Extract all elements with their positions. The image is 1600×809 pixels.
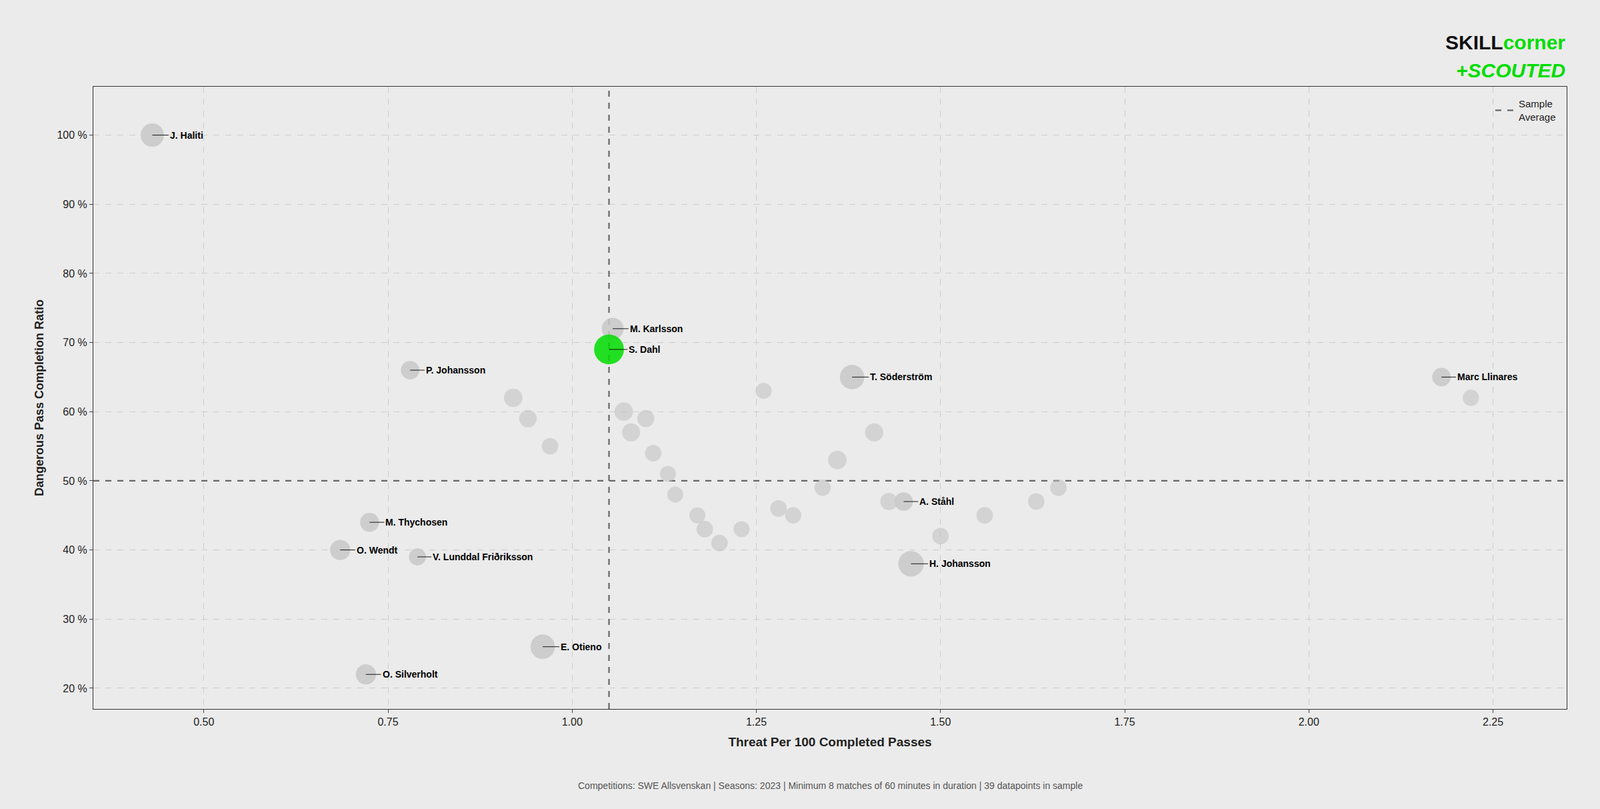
svg-text:20 %: 20 % (62, 682, 87, 694)
svg-text:50 %: 50 % (62, 475, 87, 487)
svg-text:Threat Per 100 Completed Passe: Threat Per 100 Completed Passes (728, 734, 932, 749)
svg-text:70 %: 70 % (62, 336, 87, 348)
svg-text:P. Johansson: P. Johansson (426, 364, 486, 376)
svg-text:E. Otieno: E. Otieno (560, 641, 602, 652)
svg-text:H. Johansson: H. Johansson (929, 558, 991, 569)
svg-text:Competitions: SWE Allsvenskan: Competitions: SWE Allsvenskan | Seasons:… (578, 780, 1083, 791)
svg-text:2.00: 2.00 (1298, 716, 1320, 728)
svg-text:A. Ståhl: A. Ståhl (919, 496, 954, 507)
svg-text:90 %: 90 % (62, 198, 87, 210)
svg-text:30 %: 30 % (62, 613, 87, 625)
svg-text:M. Thychosen: M. Thychosen (385, 516, 448, 528)
svg-text:O. Wendt: O. Wendt (356, 544, 398, 556)
svg-text:Marc Llinares: Marc Llinares (1457, 371, 1518, 382)
svg-text:2.25: 2.25 (1482, 716, 1504, 728)
svg-text:1.50: 1.50 (930, 716, 951, 728)
svg-text:S. Dahl: S. Dahl (628, 344, 660, 355)
svg-text:+SCOUTED: +SCOUTED (1456, 59, 1566, 82)
svg-text:60 %: 60 % (62, 406, 87, 418)
svg-text:J. Haliti: J. Haliti (170, 130, 204, 141)
svg-text:100 %: 100 % (56, 129, 87, 141)
svg-text:0.50: 0.50 (193, 716, 214, 728)
svg-text:M. Karlsson: M. Karlsson (630, 323, 683, 334)
svg-text:T. Söderström: T. Söderström (870, 371, 932, 382)
svg-text:V. Lunddal Friðriksson: V. Lunddal Friðriksson (432, 551, 533, 562)
svg-text:80 %: 80 % (62, 268, 87, 280)
svg-text:SampleAverage: SampleAverage (1518, 98, 1556, 122)
svg-text:1.25: 1.25 (746, 716, 767, 728)
svg-text:1.75: 1.75 (1114, 716, 1135, 728)
svg-text:40 %: 40 % (62, 544, 87, 556)
svg-text:1.00: 1.00 (562, 716, 583, 728)
svg-text:O. Silverholt: O. Silverholt (382, 668, 438, 680)
svg-text:0.75: 0.75 (377, 716, 398, 728)
svg-text:Dangerous Pass Completion Rati: Dangerous Pass Completion Ratio (32, 299, 46, 496)
svg-text:SKILLcorner: SKILLcorner (1445, 31, 1566, 54)
